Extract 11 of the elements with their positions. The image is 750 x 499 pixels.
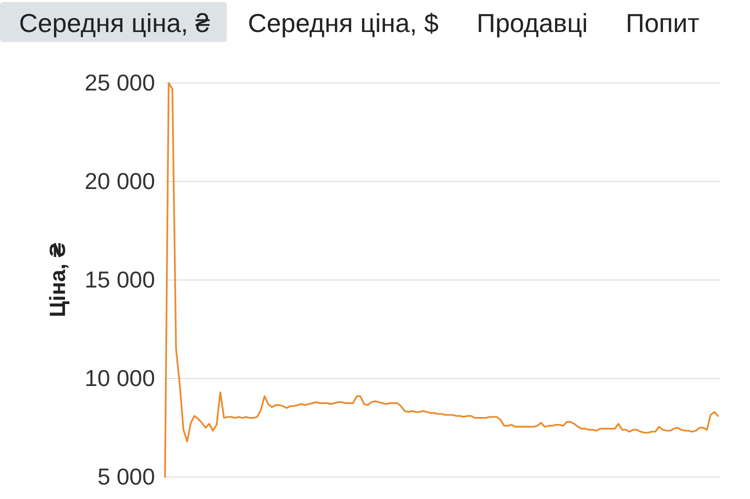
- text: Продавці: [476, 8, 588, 38]
- y-tick-label: 20 000: [84, 168, 155, 194]
- y-tick-label: 5 000: [97, 463, 155, 490]
- y-tick-label: 25 000: [84, 69, 155, 96]
- y-tick-label: 15 000: [84, 266, 155, 292]
- line-series: [164, 82, 719, 478]
- y-tick-label: 10 000: [84, 364, 155, 391]
- chart-title: Середня ціна, ₴: [19, 8, 210, 38]
- text: Попит: [626, 8, 700, 38]
- y-axis-title: Ціна, ₴: [45, 242, 70, 318]
- text: Середня ціна, $: [248, 8, 440, 38]
